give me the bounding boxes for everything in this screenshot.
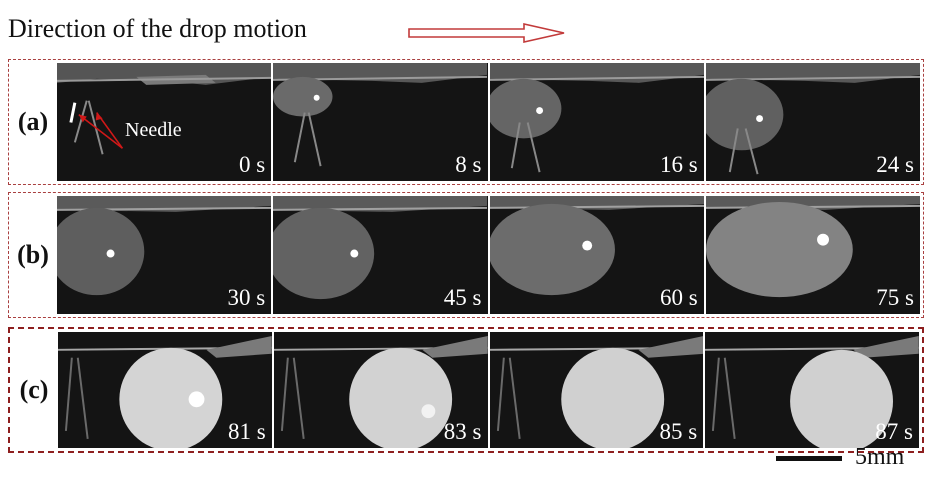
frames-row-b: 30 s 45 s 60 s (57, 196, 920, 314)
time-label: 85 s (659, 419, 698, 444)
frames-row-a: Needle 0 s 8 s (57, 63, 920, 181)
scale-bar (776, 456, 842, 461)
time-label: 75 s (876, 285, 914, 310)
time-label: 16 s (660, 152, 698, 177)
frame-photo: 8 s (273, 63, 488, 181)
time-label: 0 s (239, 152, 266, 177)
frame-photo: 45 s (273, 196, 488, 314)
time-label: 8 s (455, 152, 482, 177)
group-label-c: (c) (19, 375, 49, 404)
frame-photo: 30 s (57, 196, 272, 314)
frame-photo: 87 s (705, 332, 919, 448)
frame-photo: 60 s (489, 196, 704, 314)
time-label: 81 s (228, 419, 266, 444)
group-label-b: (b) (17, 240, 49, 269)
panel-group-b: (b) 30 s 45 s (8, 192, 924, 318)
panel-group-c: (c) 81 s 83 s (8, 327, 924, 453)
frame-photo: 16 s (489, 63, 704, 181)
needle-annotation: Needle (125, 119, 182, 141)
figure-title: Direction of the drop motion (8, 14, 307, 43)
frames-row-c: 81 s 83 s 85 s (58, 332, 919, 448)
time-label: 60 s (660, 285, 698, 310)
frame-photo: 83 s (273, 332, 488, 448)
direction-arrow-icon (408, 23, 565, 43)
panel-group-a: (a) Needle 0 s (8, 59, 924, 185)
frame-photo: 75 s (705, 196, 920, 314)
time-label: 24 s (876, 152, 914, 177)
frame-photo: 24 s (705, 63, 920, 181)
frame-photo: 81 s (58, 332, 272, 448)
time-label: 83 s (443, 419, 482, 444)
frame-photo: 85 s (489, 332, 704, 448)
frame-photo: Needle 0 s (57, 63, 272, 181)
time-label: 45 s (443, 285, 482, 310)
time-label: 87 s (875, 419, 913, 444)
scale-label: 5mm (855, 444, 905, 470)
time-label: 30 s (227, 285, 266, 310)
group-label-a: (a) (17, 107, 49, 136)
